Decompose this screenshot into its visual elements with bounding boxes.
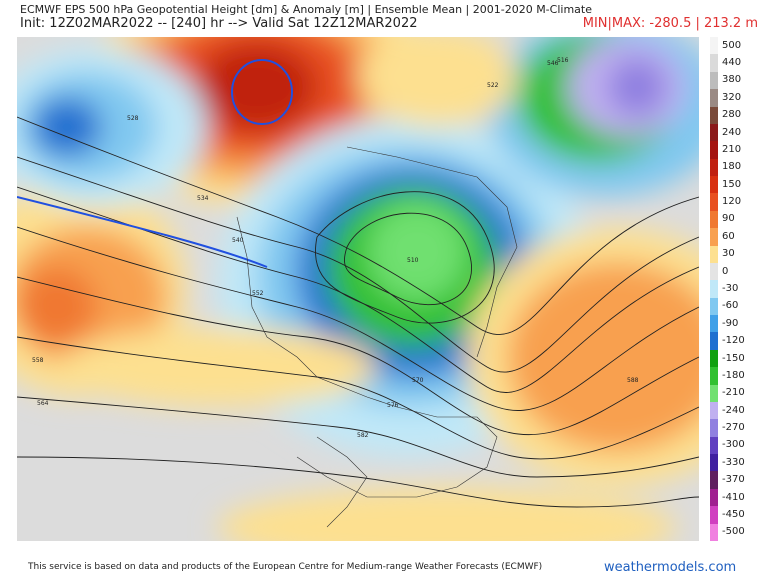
colorbar-swatch <box>710 106 718 125</box>
coastlines <box>236 146 518 528</box>
colorbar-swatch <box>710 71 718 90</box>
colorbar-label: -60 <box>722 300 739 312</box>
colorbar-swatch <box>710 401 718 420</box>
closed-contour <box>231 59 293 125</box>
colorbar-swatch <box>710 332 718 351</box>
colorbar: 500 440 380 320 280 240 210 180 150 120 90 60 30 0 -30… <box>710 37 768 542</box>
colorbar-label: -150 <box>722 352 745 364</box>
colorbar-swatch <box>710 367 718 386</box>
height-contours <box>17 116 699 508</box>
colorbar-label: -450 <box>722 508 745 520</box>
colorbar-label: 320 <box>722 91 742 103</box>
colorbar-swatch <box>710 193 718 212</box>
colorbar-label: 210 <box>722 143 742 155</box>
colorbar-swatch <box>710 210 718 229</box>
colorbar-swatch <box>710 471 718 490</box>
colorbar-label: 0 <box>722 265 729 277</box>
colorbar-swatch <box>710 297 718 316</box>
colorbar-swatch <box>710 176 718 194</box>
title: ECMWF EPS 500 hPa Geopotential Height [d… <box>20 3 592 16</box>
colorbar-swatch <box>710 37 718 55</box>
contour-label: 534 <box>197 195 209 202</box>
colorbar-label: -500 <box>722 526 745 538</box>
contour-label: 546 <box>547 60 559 67</box>
footer-text: This service is based on data and produc… <box>28 562 543 572</box>
colorbar-label: -270 <box>722 422 745 434</box>
colorbar-label: 30 <box>722 248 735 260</box>
colorbar-swatch <box>710 436 718 455</box>
colorbar-swatch <box>710 280 718 299</box>
colorbar-label: 500 <box>722 39 742 51</box>
site-link[interactable]: weathermodels.com <box>604 560 737 575</box>
colorbar-swatch <box>710 454 718 472</box>
colorbar-swatch <box>710 89 718 107</box>
colorbar-label: 120 <box>722 196 742 208</box>
colorbar-swatch <box>710 349 718 368</box>
colorbar-label: 440 <box>722 57 742 69</box>
colorbar-label: -300 <box>722 439 745 451</box>
colorbar-swatch <box>710 523 718 542</box>
colorbar-swatch <box>710 141 718 160</box>
colorbar-label: 90 <box>722 213 735 225</box>
colorbar-swatch <box>710 262 718 281</box>
init-line: Init: 12Z02MAR2022 -- [240] hr --> Valid… <box>20 16 418 31</box>
colorbar-label: -370 <box>722 474 745 486</box>
colorbar-label: 180 <box>722 161 742 173</box>
contour-label: 552 <box>252 290 264 297</box>
colorbar-swatch <box>710 384 718 403</box>
contour-label: 528 <box>127 115 139 122</box>
colorbar-swatch <box>710 54 718 73</box>
colorbar-label: 380 <box>722 74 742 86</box>
colorbar-swatch <box>710 245 718 264</box>
contour-label: 510 <box>407 257 419 264</box>
contour-label: 570 <box>412 377 424 384</box>
contour-label: 564 <box>37 400 49 407</box>
colorbar-label: -120 <box>722 335 745 347</box>
colorbar-label: 240 <box>722 126 742 138</box>
colorbar-label: -240 <box>722 404 745 416</box>
contour-label: 558 <box>32 357 44 364</box>
colorbar-label: 60 <box>722 230 735 242</box>
colorbar-label: 150 <box>722 178 742 190</box>
map: 516 522 528 534 540 546 552 558 564 570 576 582 588 5… <box>17 37 699 541</box>
colorbar-swatch <box>710 228 718 247</box>
colorbar-swatch <box>710 123 718 142</box>
colorbar-label: -180 <box>722 369 745 381</box>
colorbar-swatch <box>710 419 718 438</box>
colorbar-label: -330 <box>722 456 745 468</box>
colorbar-label: -410 <box>722 491 745 503</box>
colorbar-swatch <box>710 506 718 525</box>
colorbar-swatch <box>710 315 718 333</box>
min-max: MIN|MAX: -280.5 | 213.2 m <box>582 16 758 31</box>
colorbar-label: -210 <box>722 387 745 399</box>
colorbar-label: -90 <box>722 317 739 329</box>
contour-label: 522 <box>487 82 499 89</box>
colorbar-label: 280 <box>722 109 742 121</box>
colorbar-swatch <box>710 488 718 507</box>
contour-540 <box>17 196 268 268</box>
colorbar-swatch <box>710 158 718 177</box>
contour-label: 576 <box>387 402 399 409</box>
contour-label: 516 <box>557 57 569 64</box>
contour-label: 588 <box>627 377 639 384</box>
colorbar-label: -30 <box>722 283 739 294</box>
contour-label: 540 <box>232 237 244 244</box>
contour-label: 582 <box>357 432 369 439</box>
